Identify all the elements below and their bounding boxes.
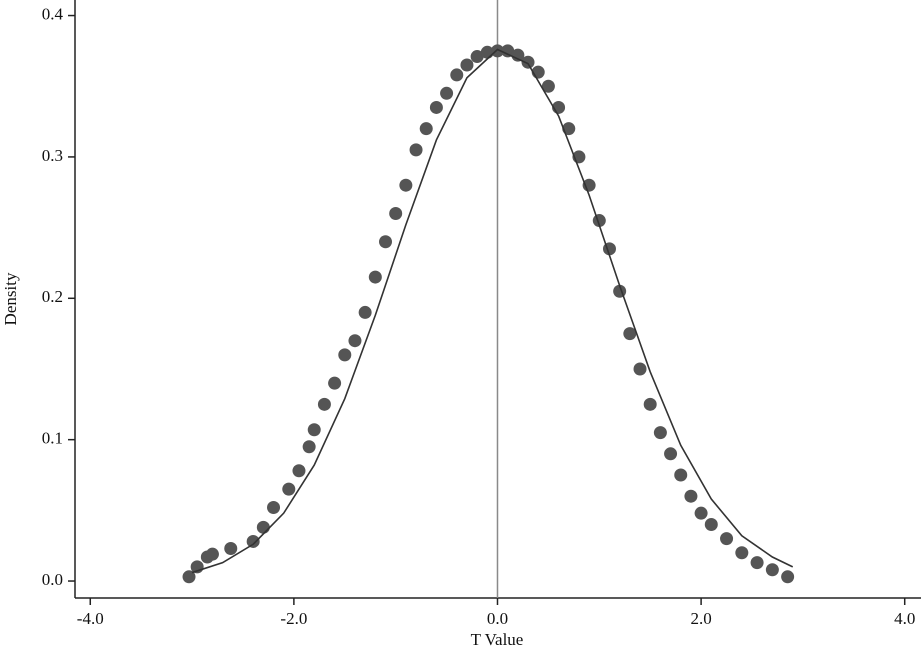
data-point — [623, 327, 637, 341]
data-point — [368, 270, 382, 284]
data-point — [292, 464, 306, 478]
y-tick-label: 0.3 — [42, 146, 63, 165]
data-point — [358, 305, 372, 319]
y-tick-label: 0.2 — [42, 287, 63, 306]
data-point — [224, 542, 238, 556]
data-point — [735, 546, 749, 560]
x-axis-label: T Value — [471, 630, 524, 649]
data-point — [653, 426, 667, 440]
data-point — [419, 122, 433, 136]
data-point — [307, 423, 321, 437]
data-point — [399, 178, 413, 192]
data-point — [470, 50, 484, 64]
data-point — [643, 397, 657, 411]
data-point — [633, 362, 647, 376]
data-point — [704, 517, 718, 531]
y-axis-label: Density — [1, 272, 20, 325]
data-point — [302, 440, 316, 454]
x-tick-label: -4.0 — [77, 609, 104, 628]
data-point — [348, 334, 362, 348]
y-tick-label: 0.4 — [42, 4, 64, 23]
x-tick-label: 4.0 — [894, 609, 915, 628]
data-point — [282, 482, 296, 496]
data-point — [317, 397, 331, 411]
data-point — [501, 44, 515, 58]
data-point — [460, 58, 474, 72]
data-point — [409, 143, 423, 157]
x-tick-label: 0.0 — [487, 609, 508, 628]
data-point — [246, 534, 260, 548]
data-point — [450, 68, 464, 82]
x-tick-label: 2.0 — [690, 609, 711, 628]
data-point — [511, 48, 525, 62]
data-point — [490, 44, 504, 58]
data-point — [781, 570, 795, 584]
y-tick-label: 0.1 — [42, 429, 63, 448]
data-point — [256, 520, 270, 534]
fit-line — [191, 48, 794, 574]
data-point — [720, 532, 734, 546]
data-point — [440, 86, 454, 100]
data-point — [379, 235, 393, 249]
data-point — [684, 489, 698, 503]
data-point — [674, 468, 688, 482]
data-point — [328, 376, 342, 390]
data-point — [750, 556, 764, 570]
data-point — [205, 547, 219, 561]
data-point — [521, 55, 535, 69]
data-point — [664, 447, 678, 461]
data-point — [541, 79, 555, 93]
data-point — [182, 570, 196, 584]
x-tick-label: -2.0 — [280, 609, 307, 628]
data-point — [765, 563, 779, 577]
data-point — [429, 100, 443, 114]
data-point — [267, 501, 281, 515]
y-tick-label: 0.0 — [42, 570, 63, 589]
data-point — [694, 506, 708, 520]
data-point — [338, 348, 352, 362]
data-point — [389, 206, 403, 220]
